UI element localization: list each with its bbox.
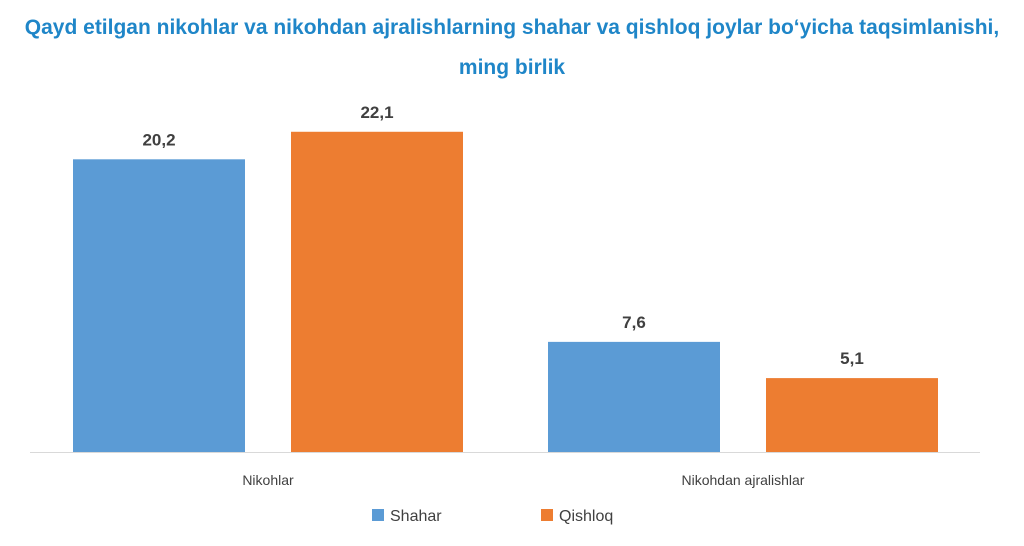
legend-label-shahar: Shahar bbox=[390, 508, 442, 525]
bar-qishloq-1 bbox=[766, 378, 938, 452]
data-label-qishloq-0: 22,1 bbox=[360, 103, 393, 122]
data-label-qishloq-1: 5,1 bbox=[840, 349, 864, 368]
bar-shahar-0 bbox=[73, 159, 245, 452]
legend-swatch-shahar bbox=[372, 509, 384, 521]
data-label-shahar-1: 7,6 bbox=[622, 313, 646, 332]
legend-swatch-qishloq bbox=[541, 509, 553, 521]
bar-qishloq-0 bbox=[291, 131, 463, 452]
chart-title-line-2: ming birlik bbox=[458, 56, 566, 79]
bar-shahar-1 bbox=[548, 341, 720, 452]
category-label-1: Nikohdan ajralishlar bbox=[682, 472, 805, 488]
legend-label-qishloq: Qishloq bbox=[559, 508, 613, 525]
chart-title-line-1: Qayd etilgan nikohlar va nikohdan ajrali… bbox=[24, 16, 1000, 39]
data-label-shahar-0: 20,2 bbox=[142, 130, 175, 149]
category-label-0: Nikohlar bbox=[242, 472, 294, 488]
